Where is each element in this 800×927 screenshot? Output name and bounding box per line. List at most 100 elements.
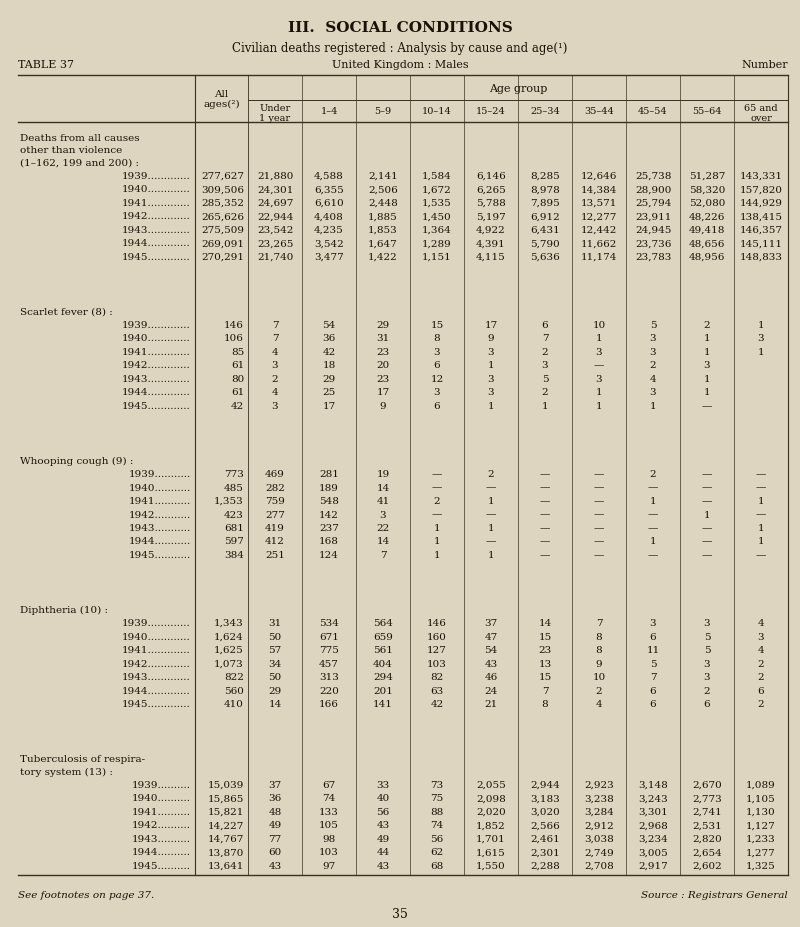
Text: 251: 251 [265, 551, 285, 560]
Text: 148,833: 148,833 [739, 253, 782, 261]
Text: 5,788: 5,788 [476, 198, 506, 208]
Text: 1,853: 1,853 [368, 226, 398, 235]
Text: 103: 103 [319, 848, 339, 857]
Text: 1,624: 1,624 [214, 632, 244, 641]
Text: 24,301: 24,301 [257, 185, 293, 195]
Text: 43: 43 [376, 821, 390, 831]
Text: 2: 2 [542, 348, 548, 357]
Text: 2,020: 2,020 [476, 807, 506, 817]
Text: 3: 3 [272, 402, 278, 411]
Text: 9: 9 [380, 402, 386, 411]
Text: —: — [594, 524, 604, 533]
Text: 412: 412 [265, 538, 285, 547]
Text: 2,566: 2,566 [530, 821, 560, 831]
Text: 24: 24 [484, 687, 498, 695]
Text: 63: 63 [430, 687, 444, 695]
Text: 1: 1 [488, 402, 494, 411]
Text: 3: 3 [596, 348, 602, 357]
Text: 3: 3 [434, 388, 440, 398]
Text: 2: 2 [434, 497, 440, 506]
Text: 168: 168 [319, 538, 339, 547]
Text: 1: 1 [488, 524, 494, 533]
Text: 423: 423 [224, 511, 244, 519]
Text: 2,923: 2,923 [584, 781, 614, 790]
Text: 1941..........: 1941.......... [132, 807, 191, 817]
Text: 561: 561 [373, 646, 393, 655]
Text: 2,301: 2,301 [530, 848, 560, 857]
Text: 11,662: 11,662 [581, 239, 617, 248]
Text: —: — [756, 551, 766, 560]
Text: 62: 62 [430, 848, 444, 857]
Text: 15: 15 [538, 673, 552, 682]
Text: 61: 61 [230, 388, 244, 398]
Text: 36: 36 [268, 794, 282, 804]
Text: 2: 2 [758, 660, 764, 668]
Text: 469: 469 [265, 470, 285, 479]
Text: 1939...........: 1939........... [129, 470, 191, 479]
Text: 6: 6 [650, 687, 656, 695]
Text: —: — [486, 538, 496, 547]
Text: 2,968: 2,968 [638, 821, 668, 831]
Text: 822: 822 [224, 673, 244, 682]
Text: 2,749: 2,749 [584, 848, 614, 857]
Text: 2,917: 2,917 [638, 862, 668, 870]
Text: 35: 35 [392, 908, 408, 921]
Text: 1942.............: 1942............. [122, 212, 191, 222]
Text: 28,900: 28,900 [635, 185, 671, 195]
Text: 1: 1 [488, 551, 494, 560]
Text: 1: 1 [758, 524, 764, 533]
Text: 73: 73 [430, 781, 444, 790]
Text: 29: 29 [268, 687, 282, 695]
Text: 1: 1 [434, 551, 440, 560]
Text: 1940.............: 1940............. [122, 185, 191, 195]
Text: 21: 21 [484, 700, 498, 709]
Text: 201: 201 [373, 687, 393, 695]
Text: 313: 313 [319, 673, 339, 682]
Text: 1939.............: 1939............. [122, 619, 191, 629]
Text: TABLE 37: TABLE 37 [18, 60, 74, 70]
Text: 6: 6 [542, 321, 548, 330]
Text: 1,105: 1,105 [746, 794, 776, 804]
Text: 1: 1 [704, 388, 710, 398]
Text: 7: 7 [596, 619, 602, 629]
Text: 1: 1 [596, 402, 602, 411]
Text: 37: 37 [268, 781, 282, 790]
Text: 42: 42 [430, 700, 444, 709]
Text: 6,265: 6,265 [476, 185, 506, 195]
Text: 37: 37 [484, 619, 498, 629]
Text: 457: 457 [319, 660, 339, 668]
Text: 3: 3 [650, 619, 656, 629]
Text: —: — [594, 484, 604, 492]
Text: 3,005: 3,005 [638, 848, 668, 857]
Text: 1,535: 1,535 [422, 198, 452, 208]
Text: 12: 12 [430, 375, 444, 384]
Text: 50: 50 [268, 632, 282, 641]
Text: 1940.............: 1940............. [122, 335, 191, 343]
Text: 2,912: 2,912 [584, 821, 614, 831]
Text: 1: 1 [758, 538, 764, 547]
Text: 61: 61 [230, 362, 244, 371]
Text: 534: 534 [319, 619, 339, 629]
Text: 3,148: 3,148 [638, 781, 668, 790]
Text: 282: 282 [265, 484, 285, 492]
Text: 1: 1 [434, 538, 440, 547]
Text: 4: 4 [596, 700, 602, 709]
Text: 4,408: 4,408 [314, 212, 344, 222]
Text: 17: 17 [376, 388, 390, 398]
Text: 3: 3 [272, 362, 278, 371]
Text: 1,151: 1,151 [422, 253, 452, 261]
Text: 142: 142 [319, 511, 339, 519]
Text: 3: 3 [434, 348, 440, 357]
Text: 1: 1 [650, 497, 656, 506]
Text: 2: 2 [650, 362, 656, 371]
Text: 82: 82 [430, 673, 444, 682]
Text: 1,852: 1,852 [476, 821, 506, 831]
Text: 1945.............: 1945............. [122, 253, 191, 261]
Text: 1: 1 [758, 321, 764, 330]
Text: 19: 19 [376, 470, 390, 479]
Text: 1: 1 [650, 402, 656, 411]
Text: 25–34: 25–34 [530, 107, 560, 116]
Text: 1,672: 1,672 [422, 185, 452, 195]
Text: 3,477: 3,477 [314, 253, 344, 261]
Text: 1–4: 1–4 [320, 107, 338, 116]
